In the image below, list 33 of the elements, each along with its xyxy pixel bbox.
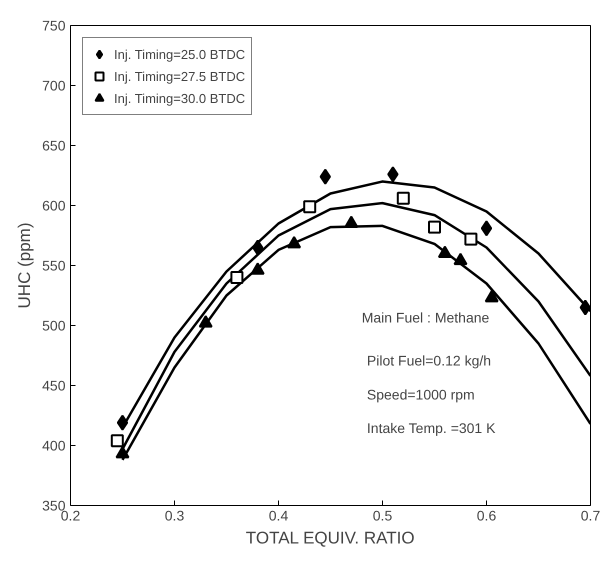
- y-tick-label: 550: [42, 258, 66, 274]
- y-tick-label: 750: [42, 18, 66, 34]
- x-axis-title: TOTAL EQUIV. RATIO: [246, 528, 415, 548]
- point: [198, 315, 213, 328]
- annotation: Intake Temp. =301 K: [366, 420, 496, 436]
- annotation: Speed=1000 rpm: [366, 386, 475, 402]
- x-tick-label: 0.3: [164, 508, 184, 524]
- x-tick-label: 0.4: [268, 508, 288, 524]
- point: [110, 434, 124, 448]
- x-tick-label: 0.6: [476, 508, 496, 524]
- y-tick-label: 650: [42, 138, 66, 154]
- y-tick-label: 450: [42, 378, 66, 394]
- point: [252, 240, 264, 256]
- point: [303, 200, 316, 214]
- point: [387, 166, 399, 182]
- y-axis-title: UHC (ppm): [15, 222, 34, 308]
- x-tick-label: 0.5: [372, 508, 392, 524]
- point: [396, 192, 410, 205]
- legend-label: Inj. Timing=30.0 BTDC: [114, 90, 246, 106]
- point: [464, 232, 478, 246]
- x-tick-label: 0.7: [580, 508, 600, 524]
- y-tick-label: 400: [42, 438, 66, 454]
- legend-label: Inj. Timing=27.5 BTDC: [114, 68, 246, 84]
- point: [428, 220, 441, 234]
- point: [230, 271, 244, 284]
- y-tick-label: 600: [42, 198, 66, 214]
- point: [116, 414, 128, 431]
- point: [480, 220, 492, 236]
- y-tick-label: 700: [42, 78, 66, 94]
- legend-label: Inj. Timing=25.0 BTDC: [114, 46, 246, 62]
- y-tick-label: 500: [42, 318, 66, 334]
- annotation: Main Fuel : Methane: [362, 310, 490, 326]
- annotation: Pilot Fuel=0.12 kg/h: [366, 352, 492, 369]
